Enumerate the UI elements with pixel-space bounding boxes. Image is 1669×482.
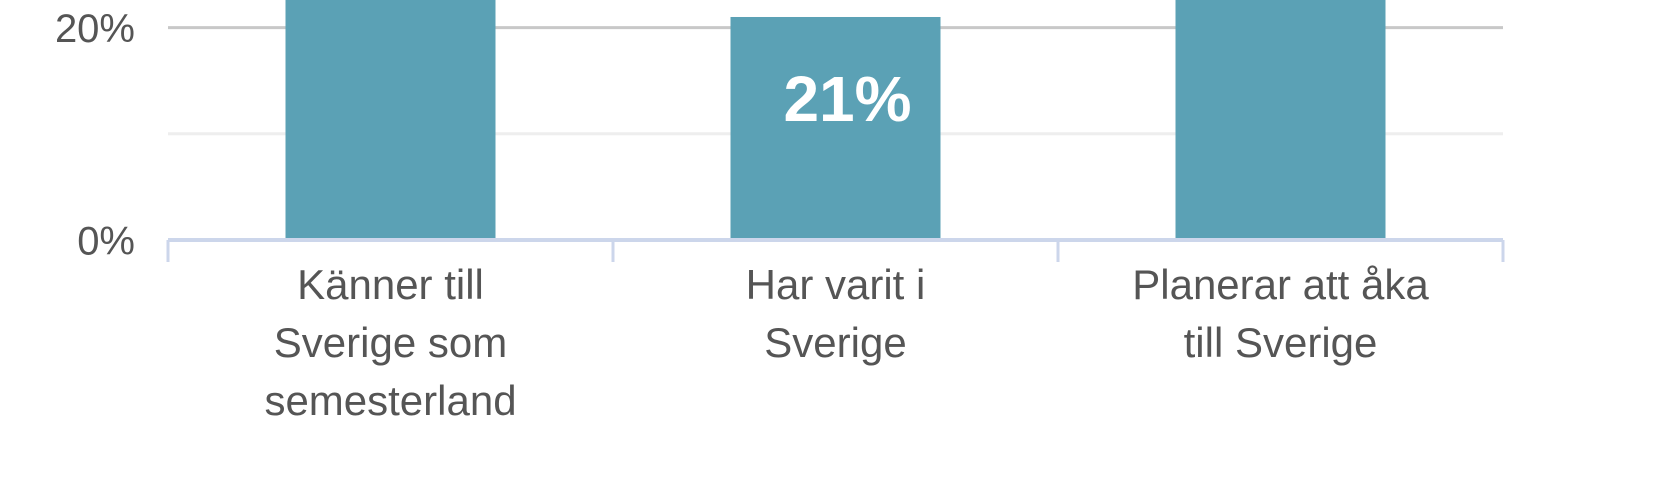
value-label: 21% bbox=[783, 63, 911, 135]
x-tick-label: Känner till Sverige som semesterland bbox=[264, 261, 517, 424]
bar bbox=[1175, 0, 1386, 240]
bars bbox=[285, 0, 1386, 240]
y-tick-label: 0% bbox=[77, 220, 135, 264]
x-tick-label: Planerar att åka till Sverige bbox=[1132, 261, 1429, 366]
bar bbox=[285, 0, 496, 240]
x-tick-label: Har varit i Sverige bbox=[745, 261, 926, 366]
bar bbox=[730, 16, 941, 240]
y-tick-label: 20% bbox=[55, 7, 135, 51]
